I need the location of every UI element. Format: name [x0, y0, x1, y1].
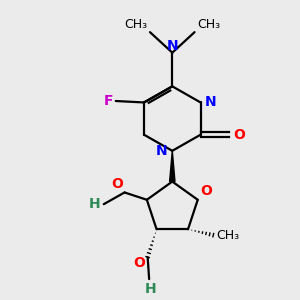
Text: O: O — [201, 184, 213, 198]
Polygon shape — [169, 151, 175, 182]
Text: O: O — [111, 177, 123, 191]
Text: CH₃: CH₃ — [198, 18, 221, 31]
Text: CH₃: CH₃ — [216, 229, 239, 242]
Text: H: H — [89, 197, 101, 211]
Text: N: N — [167, 39, 178, 53]
Text: O: O — [133, 256, 145, 270]
Text: N: N — [156, 144, 168, 158]
Text: N: N — [205, 95, 217, 110]
Text: O: O — [233, 128, 245, 142]
Text: CH₃: CH₃ — [124, 18, 147, 31]
Text: H: H — [145, 282, 156, 296]
Text: F: F — [103, 94, 113, 108]
